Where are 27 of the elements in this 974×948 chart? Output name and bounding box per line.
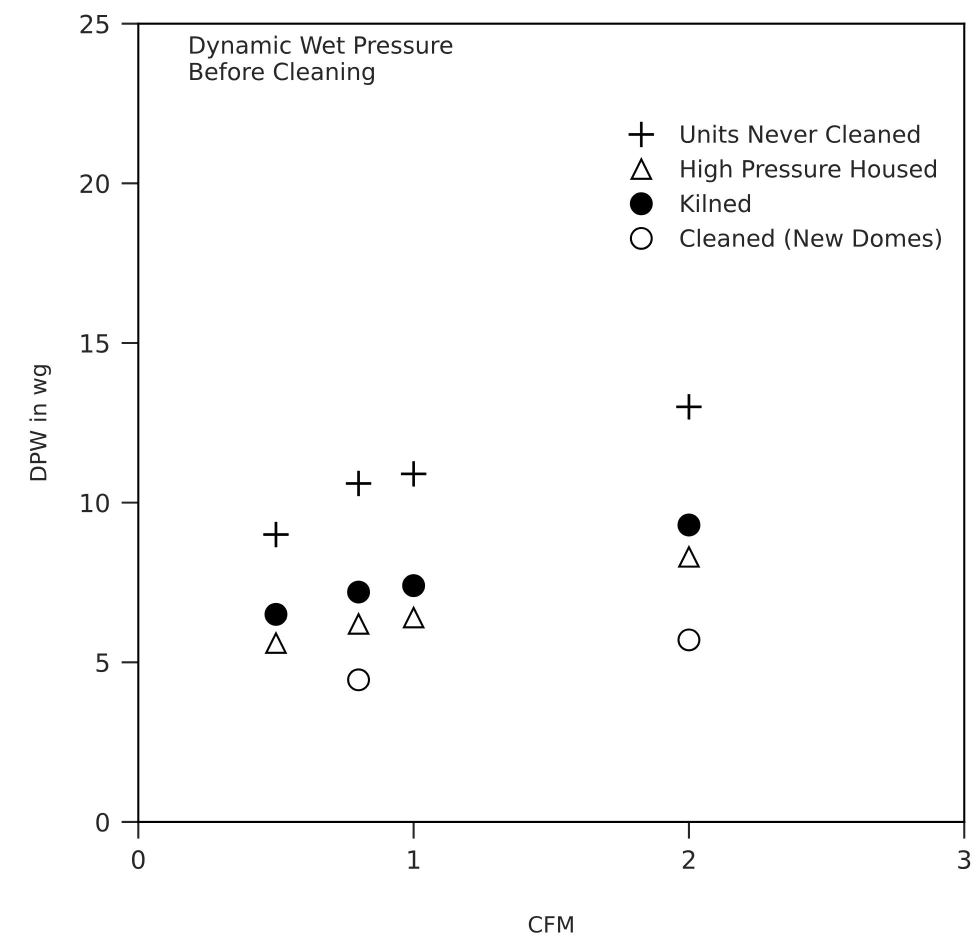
y-tick-label: 5 xyxy=(96,654,108,672)
point xyxy=(347,580,370,604)
x-tick-label: 2 xyxy=(682,850,694,869)
text: Dynamic Wet Pressure Before Cleaning xyxy=(190,36,452,85)
point xyxy=(265,632,287,654)
y-tick-label: 0 xyxy=(96,812,109,832)
y-tick-label: 20 xyxy=(80,174,109,194)
point xyxy=(264,602,288,626)
point xyxy=(402,606,424,628)
x-tick-label: 0 xyxy=(132,850,145,870)
y-tick-label: 25 xyxy=(80,14,108,34)
legend-label: Cleaned (New Domes) xyxy=(680,228,941,250)
x-tick-label: 3 xyxy=(958,850,970,870)
point xyxy=(677,628,700,652)
point xyxy=(678,546,700,568)
y-axis-title: DPW in wg xyxy=(29,365,51,480)
y-tick-label: 10 xyxy=(81,494,109,512)
point xyxy=(402,574,426,598)
point xyxy=(677,514,700,536)
legend-label: Units Never Cleaned xyxy=(681,124,920,144)
x-axis-title: CFM xyxy=(528,916,573,933)
point xyxy=(347,668,370,692)
legend-label: High Pressure Housed xyxy=(681,159,936,182)
y-tick-label: 15 xyxy=(81,334,108,353)
x-tick-label: 1 xyxy=(408,850,420,869)
legend-label: Kilned xyxy=(681,194,750,212)
point xyxy=(348,613,370,635)
